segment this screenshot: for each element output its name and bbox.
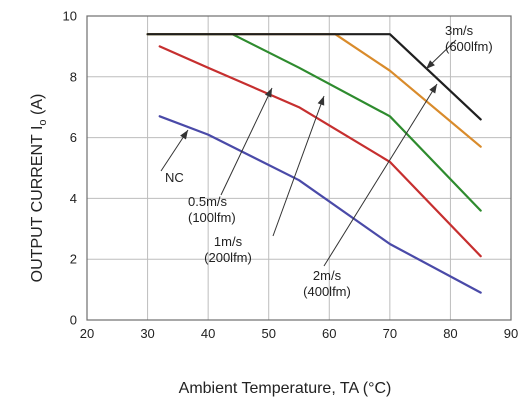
- x-tick-label: 90: [504, 326, 518, 341]
- y-tick-label: 6: [70, 130, 77, 145]
- y-axis-title: OUTPUT CURRENT Io (A): [29, 94, 49, 283]
- x-tick-labels: 20 30 40 50 60 70 80 90: [80, 326, 518, 341]
- x-tick-label: 60: [322, 326, 336, 341]
- y-axis-title-unit: (A): [29, 94, 46, 120]
- x-tick-label: 20: [80, 326, 94, 341]
- annotation-arrowhead: [429, 84, 437, 94]
- series-annotation-line: 1m/s: [214, 234, 243, 249]
- series-annotation-line: (200lfm): [204, 250, 252, 265]
- y-axis-title-subscript: o: [37, 119, 49, 125]
- series-annotation-line: 0.5m/s: [188, 194, 228, 209]
- y-tick-label: 8: [70, 69, 77, 84]
- x-tick-label: 50: [261, 326, 275, 341]
- annotation-arrow-line: [323, 83, 438, 267]
- y-tick-label: 10: [63, 9, 77, 24]
- series-annotation-line: (400lfm): [303, 284, 351, 299]
- annotation-arrowhead: [317, 96, 325, 106]
- x-tick-label: 40: [201, 326, 215, 341]
- annotation-arrow-line: [220, 87, 273, 196]
- series-lines: [146, 33, 482, 294]
- series-annotation-label: NC: [165, 170, 184, 185]
- y-tick-label: 2: [70, 252, 77, 267]
- series-annotation-line: (600lfm): [445, 39, 493, 54]
- plot-frame: [86, 15, 512, 321]
- annotation-arrow-line: [272, 95, 325, 237]
- annotation-arrowhead: [426, 60, 435, 69]
- series-annotation-label: 2m/s (400lfm): [303, 268, 351, 299]
- series-annotations: NC 0.5m/s (100lfm) 1m/s (200lfm) 2m/s (400lfm)…: [160, 23, 493, 299]
- series-annotation-label: 1m/s (200lfm): [204, 234, 252, 265]
- y-tick-label: 0: [70, 313, 77, 328]
- annotation-arrowhead: [180, 130, 188, 140]
- series-line-0: [158, 115, 482, 294]
- x-axis-title: Ambient Temperature, TA (°C): [179, 380, 392, 397]
- annotation-arrowhead: [264, 88, 272, 98]
- series-annotation-line: 3m/s: [445, 23, 474, 38]
- y-tick-label: 4: [70, 191, 77, 206]
- x-tick-label: 80: [443, 326, 457, 341]
- series-annotation-label: 3m/s (600lfm): [445, 23, 493, 54]
- series-annotation-label: 0.5m/s (100lfm): [188, 194, 236, 225]
- series-annotation-line: 2m/s: [313, 268, 342, 283]
- series-annotation-line: NC: [165, 170, 184, 185]
- series-line-4: [146, 33, 482, 121]
- y-axis-title-main: OUTPUT CURRENT I: [29, 126, 46, 283]
- y-tick-labels: 0 2 4 6 8 10: [63, 9, 77, 328]
- x-tick-label: 70: [383, 326, 397, 341]
- x-tick-label: 30: [140, 326, 154, 341]
- series-annotation-line: (100lfm): [188, 210, 236, 225]
- series-line-1: [158, 45, 482, 258]
